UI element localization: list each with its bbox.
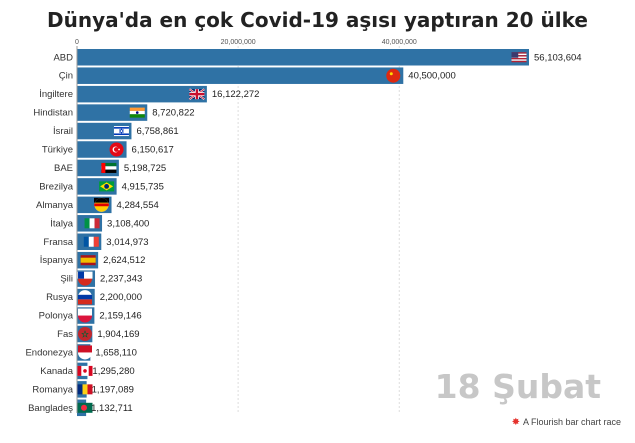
value-label: 16,122,272 <box>212 89 260 100</box>
flag-ru-icon <box>78 290 92 305</box>
flag-id-icon <box>78 345 92 360</box>
flag-de-icon <box>94 197 110 212</box>
date-label: 18 Şubat <box>434 367 601 406</box>
flag-cl-icon <box>77 271 93 286</box>
x-tick-label: 40,000,000 <box>382 39 417 46</box>
flag-tr-icon <box>109 142 124 157</box>
flag-es-icon <box>80 255 96 266</box>
flag-pl-icon <box>78 308 92 323</box>
category-label: Kanada <box>40 366 73 377</box>
category-label: Rusya <box>46 292 74 303</box>
value-label: 1,132,711 <box>91 403 133 414</box>
value-label: 6,758,861 <box>136 126 178 137</box>
category-label: Fransa <box>43 237 73 248</box>
value-label: 2,200,000 <box>100 292 142 303</box>
flag-us-icon <box>511 52 527 63</box>
flag-it-icon <box>84 218 100 229</box>
flag-ma-icon <box>78 327 92 341</box>
flag-bd-icon <box>77 402 93 413</box>
value-label: 6,150,617 <box>132 145 174 156</box>
value-label: 3,014,973 <box>106 237 148 248</box>
value-label: 1,295,280 <box>92 366 134 377</box>
bar <box>77 49 529 66</box>
value-label: 4,915,735 <box>122 181 164 192</box>
category-label: Almanya <box>36 200 74 211</box>
flag-gb-icon <box>188 88 205 100</box>
value-label: 1,904,169 <box>97 329 139 340</box>
flag-ae-icon <box>101 162 117 173</box>
category-label: Polonya <box>39 311 74 322</box>
bar <box>77 85 207 103</box>
bar <box>77 67 404 84</box>
flag-fr-icon <box>83 236 99 247</box>
value-label: 2,159,146 <box>99 311 141 322</box>
value-label: 1,197,089 <box>92 384 134 395</box>
flag-cn-icon <box>386 68 401 83</box>
flourish-star-icon: ✸ <box>511 417 520 428</box>
value-label: 4,284,554 <box>117 200 159 211</box>
category-label: Fas <box>57 329 73 340</box>
value-label: 5,198,725 <box>124 163 166 174</box>
category-label: Türkiye <box>42 145 73 156</box>
flag-ca-icon <box>77 365 93 376</box>
chart-title: Dünya'da en çok Covid-19 aşısı yaptıran … <box>47 8 588 32</box>
category-label: Brezilya <box>39 181 74 192</box>
value-label: 1,658,110 <box>95 347 137 358</box>
category-label: İsrail <box>53 126 73 137</box>
x-tick-label: 0 <box>75 39 79 46</box>
value-label: 3,108,400 <box>107 218 149 229</box>
flag-ro-icon <box>77 384 93 395</box>
category-label: BAE <box>54 163 73 174</box>
category-label: ABD <box>53 52 73 63</box>
bar <box>77 104 148 121</box>
value-label: 56,103,604 <box>534 52 582 63</box>
value-label: 2,237,343 <box>100 274 142 285</box>
category-label: Romanya <box>32 384 73 395</box>
value-label: 8,720,822 <box>152 108 194 119</box>
category-label: İngiltere <box>39 89 73 100</box>
category-label: İtalya <box>50 218 73 229</box>
category-label: Bangladeş <box>28 403 73 414</box>
flourish-credit[interactable]: ✸ A Flourish bar chart race <box>512 417 621 428</box>
credit-text: A Flourish bar chart race <box>522 417 621 427</box>
value-label: 2,624,512 <box>103 255 145 266</box>
flag-il-icon <box>113 126 129 137</box>
flag-br-icon <box>99 181 115 192</box>
category-label: Şili <box>60 274 73 285</box>
flag-in-icon <box>129 107 145 118</box>
category-label: İspanya <box>40 255 74 266</box>
value-label: 40,500,000 <box>408 71 456 82</box>
category-label: Çin <box>59 71 73 82</box>
category-label: Endonezya <box>25 347 73 358</box>
x-tick-label: 20,000,000 <box>221 39 256 46</box>
category-label: Hindistan <box>33 108 73 119</box>
